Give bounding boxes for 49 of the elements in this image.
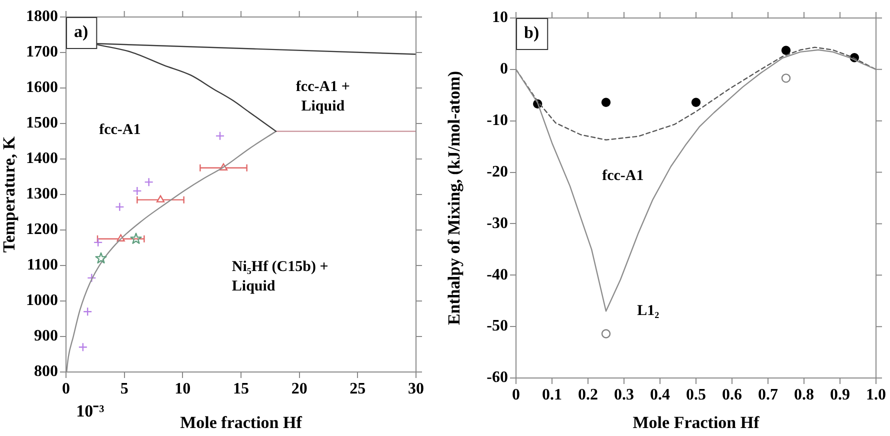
y-tick-label: -10 [486,112,508,129]
annotation: Ni₅Hf (C15b) + Liquid [232,258,328,294]
annotation: L1₂ [637,302,660,319]
y-tick-label: -50 [486,318,508,335]
y-tick-label: 1300 [26,186,58,203]
x-axis-title: Mole Fraction Hf [632,413,760,432]
annotation: fcc-A1 [99,122,141,138]
y-tick-label: 800 [34,363,58,380]
y-tick-label: 900 [34,328,58,345]
x-axis-title: Mole fraction Hf [180,413,302,432]
y-tick-label: 0 [500,60,508,78]
x-tick-label: 5 [120,380,128,398]
annotation: fcc-A1 + Liquid [296,79,350,114]
y-tick-label: -20 [486,163,508,180]
y-tick-label: -40 [486,266,508,284]
y-tick-label: 1000 [26,292,58,310]
y-tick-label: -30 [486,214,508,232]
y-tick-label: 1700 [26,44,58,61]
y-axis-title: Enthalpy of Mixing, (kJ/mol-atom) [444,70,464,326]
y-tick-label: 1500 [26,114,58,132]
annotation: a) [74,22,88,41]
y-tick-label: 1600 [26,79,58,96]
x-tick-label: 30 [408,380,424,398]
y-tick-label: 1100 [26,256,58,274]
x-tick-label: 25 [350,380,366,398]
x-tick-label: 1.0 [866,386,886,404]
y-axis-title: Temperature, K [0,136,19,253]
x-tick-label: 0 [62,380,70,398]
x-tick-label: 10 [174,380,191,398]
x-tick-label: 0.7 [758,386,778,404]
x-tick-label: 0.4 [650,386,670,404]
x-tick-label: 15 [233,380,249,398]
y-tick-label: 10 [492,9,508,26]
x-tick-label: 0.5 [686,386,706,404]
x-tick-label: 0.8 [794,386,814,404]
text: 10⁻³ [76,402,104,421]
x-tick-label: 20 [291,380,308,398]
x-tick-label: 0.1 [542,386,562,404]
x-tick-label: 0.9 [830,386,850,404]
y-tick-label: 1200 [26,221,58,238]
x-tick-label: 0.3 [614,386,634,404]
x-tick-label: 0.6 [722,386,742,404]
annotation: b) [524,22,540,42]
annotation: fcc-A1 [602,168,644,184]
x-tick-label: 0.2 [578,386,598,404]
x-tick-label: 0 [512,386,520,404]
y-tick-label: -60 [486,369,508,386]
y-tick-label: 1400 [26,150,58,168]
y-tick-label: 1800 [26,8,58,26]
